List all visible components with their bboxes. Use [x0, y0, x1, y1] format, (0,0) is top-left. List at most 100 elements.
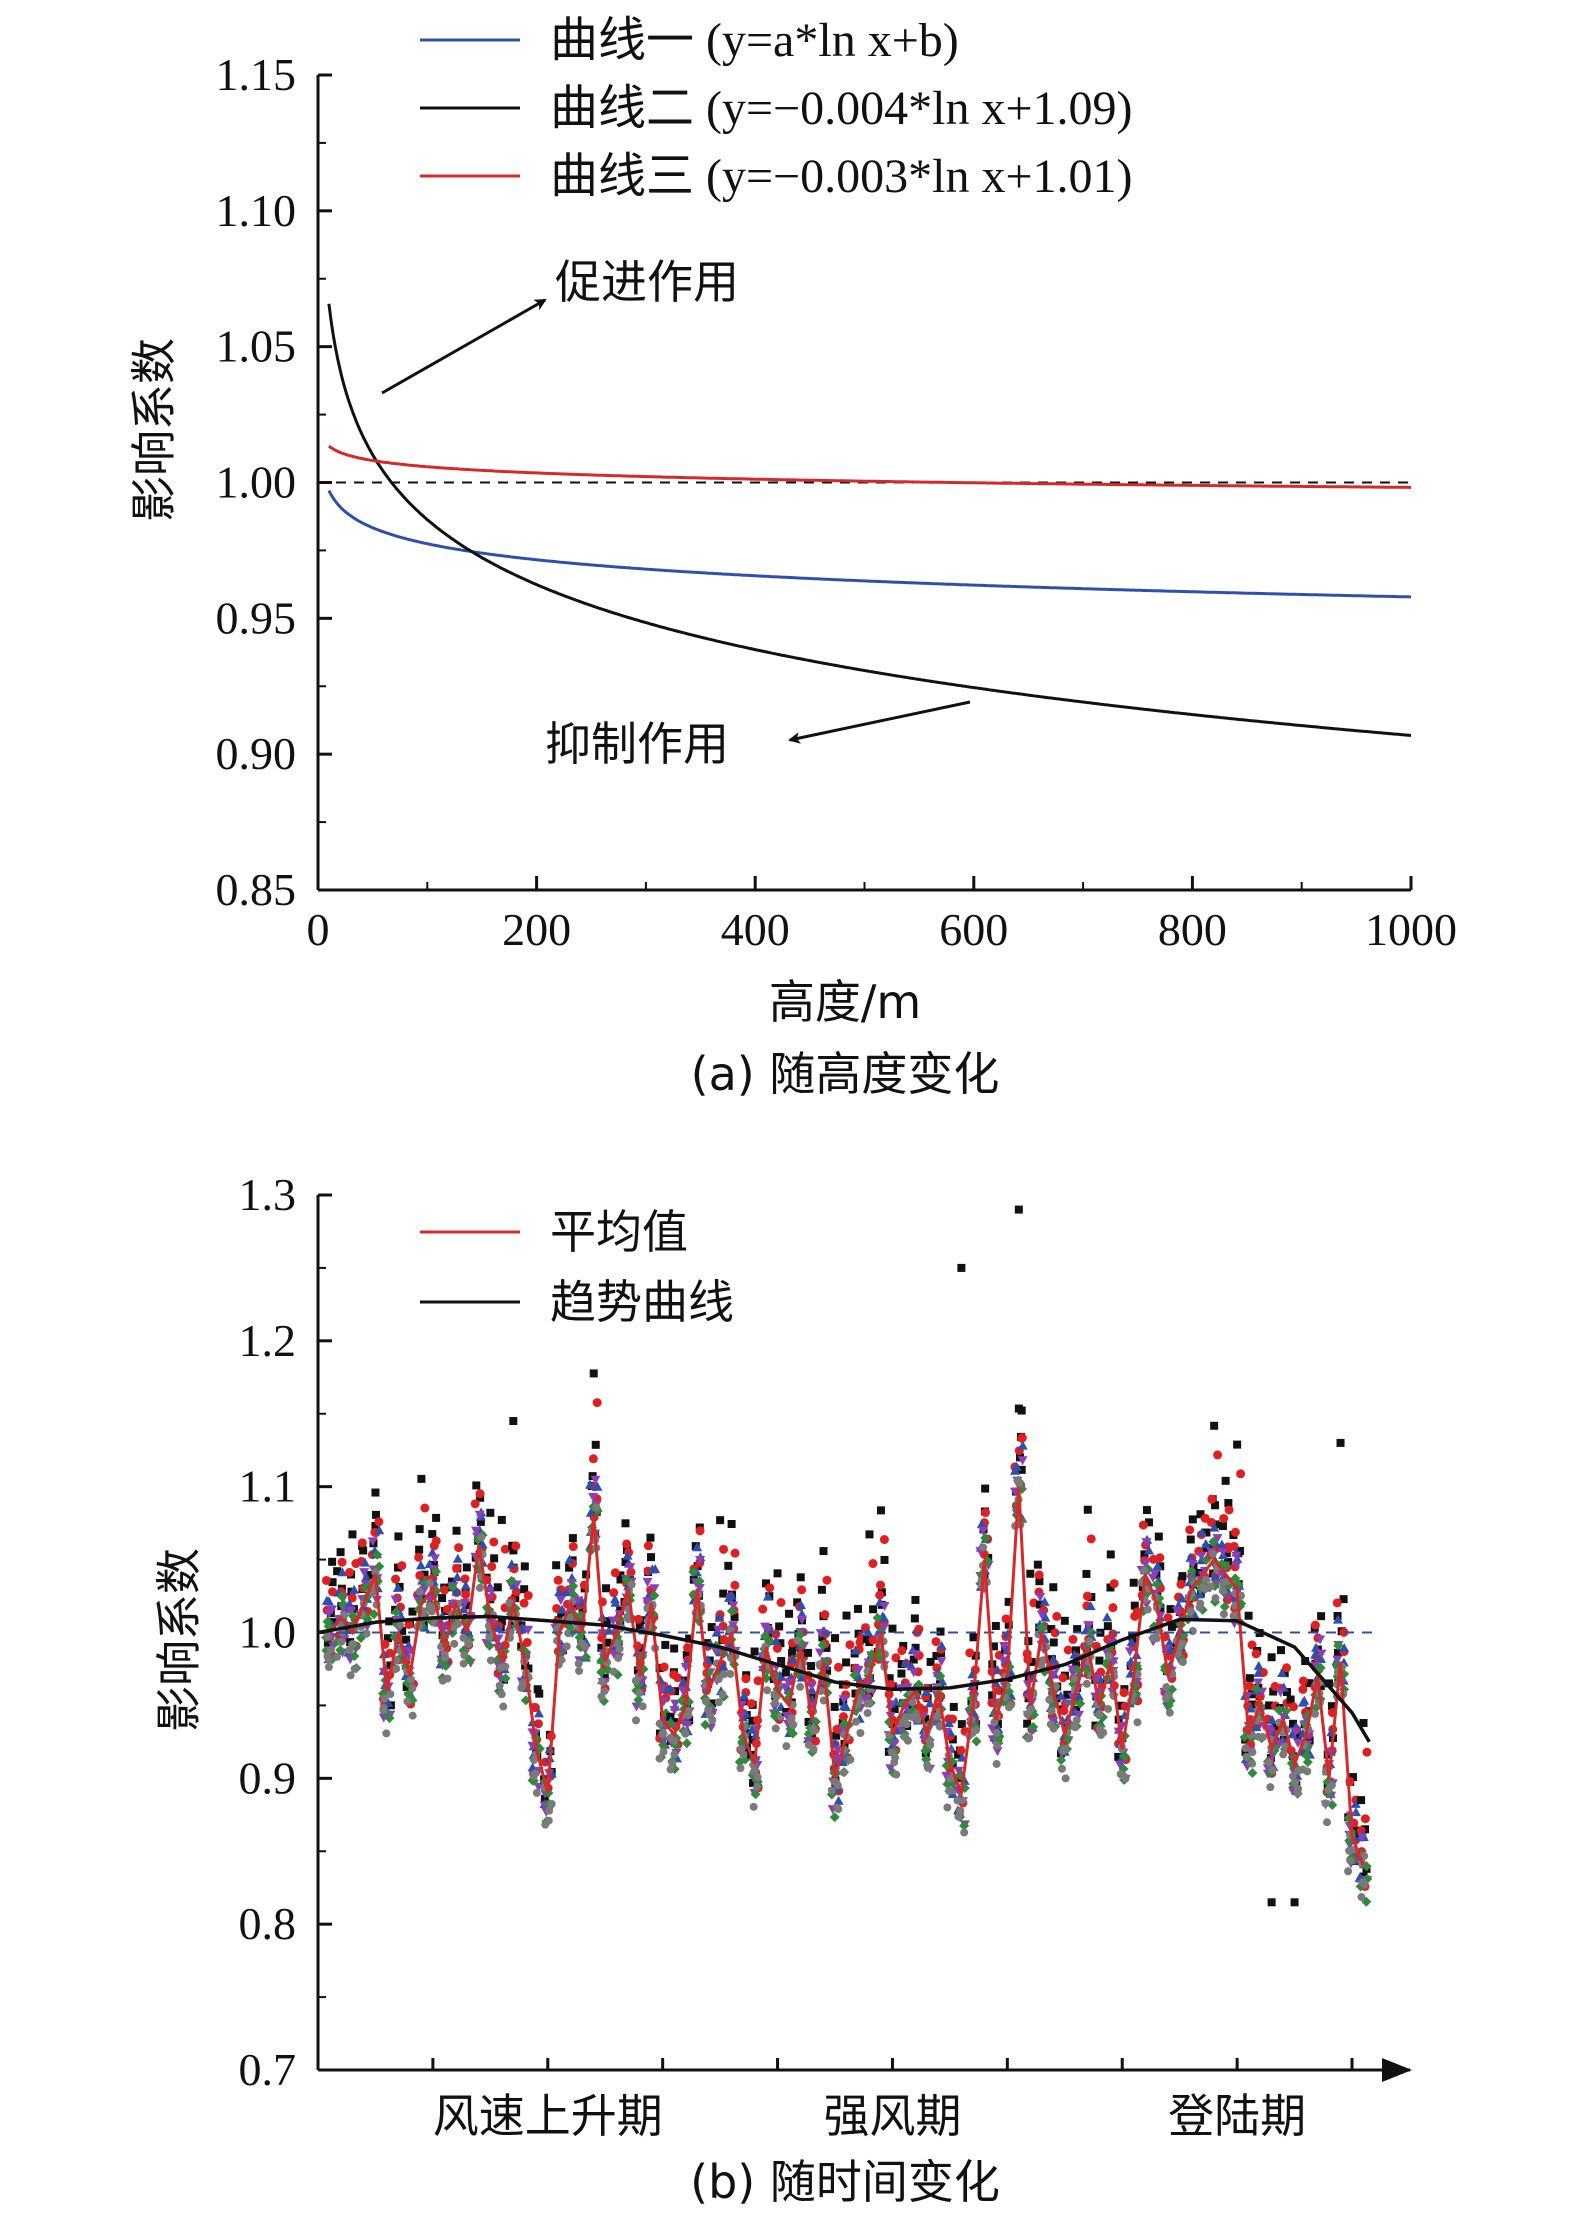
scatter-point: [532, 1788, 541, 1797]
scatter-point: [853, 1604, 862, 1613]
scatter-point: [714, 1675, 723, 1684]
scatter-point: [818, 1633, 827, 1642]
scatter-point: [1103, 1622, 1112, 1631]
scatter-point: [1063, 1645, 1073, 1655]
scatter-point: [1194, 1589, 1205, 1599]
scatter-point: [704, 1705, 713, 1714]
scatter-point: [1253, 1667, 1264, 1677]
scatter-point: [1357, 1893, 1366, 1902]
scatter-outlier: [509, 1417, 518, 1426]
scatter-point: [447, 1582, 458, 1593]
scatter-point: [511, 1587, 521, 1597]
scatter-point: [1209, 1522, 1220, 1532]
scatter-point: [727, 1519, 736, 1528]
scatter-point: [748, 1735, 757, 1744]
scatter-point: [1049, 1638, 1058, 1647]
chart-b-y-tick-label: 1.1: [239, 1461, 297, 1512]
scatter-point: [622, 1539, 632, 1549]
scatter-point: [631, 1702, 642, 1712]
scatter-point: [420, 1503, 430, 1513]
scatter-point: [661, 1640, 670, 1649]
scatter-point: [876, 1580, 886, 1590]
scatter-point: [564, 1554, 575, 1564]
scatter-point: [394, 1532, 403, 1541]
scatter-point: [1274, 1739, 1285, 1749]
scatter-point: [959, 1820, 970, 1831]
scatter-point: [460, 1574, 470, 1584]
scatter-point: [838, 1695, 849, 1705]
scatter-point: [609, 1667, 618, 1676]
scatter-point: [497, 1515, 506, 1524]
scatter-point: [1082, 1569, 1091, 1578]
scatter-point: [814, 1648, 825, 1658]
scatter-point: [545, 1806, 554, 1815]
scatter-point: [978, 1526, 989, 1536]
scatter-point: [348, 1530, 357, 1539]
scatter-point: [771, 1724, 780, 1733]
scatter-point: [719, 1544, 729, 1554]
scatter-point: [1251, 1649, 1261, 1659]
scatter-point: [659, 1662, 669, 1672]
scatter-point: [519, 1598, 529, 1608]
scatter-point: [1119, 1751, 1130, 1762]
scatter-point: [832, 1731, 841, 1740]
scatter-point: [796, 1615, 807, 1625]
scatter-point: [462, 1601, 471, 1610]
scatter-point: [348, 1640, 357, 1649]
scatter-point: [414, 1552, 424, 1562]
scatter-point: [694, 1583, 705, 1593]
scatter-point: [730, 1548, 740, 1558]
scatter-point: [610, 1597, 621, 1607]
scatter-point: [1251, 1722, 1262, 1732]
scatter-point: [900, 1658, 911, 1668]
chart-a-series-line-3: [328, 444, 1411, 489]
chart-a-caption: (a) 随高度变化: [691, 1047, 1000, 1101]
scatter-point: [1282, 1687, 1291, 1696]
scatter-point: [749, 1802, 758, 1811]
scatter-point: [1145, 1518, 1154, 1527]
scatter-point: [946, 1774, 955, 1783]
scatter-point: [807, 1662, 816, 1671]
scatter-point: [415, 1545, 424, 1554]
scatter-point: [1264, 1758, 1273, 1767]
scatter-point: [591, 1440, 600, 1449]
scatter-point: [714, 1698, 723, 1707]
scatter-point: [1277, 1668, 1288, 1678]
scatter-point: [965, 1648, 975, 1658]
mean-line: [328, 1486, 1365, 1867]
scatter-point: [615, 1644, 624, 1653]
scatter-point: [1224, 1499, 1233, 1508]
scatter-point: [328, 1557, 337, 1566]
scatter-point: [669, 1706, 680, 1716]
scatter-point: [730, 1612, 739, 1621]
scatter-point: [1047, 1706, 1056, 1715]
scatter-point: [921, 1714, 930, 1723]
scatter-point: [897, 1646, 907, 1656]
scatter-point: [1001, 1688, 1010, 1697]
scatter-point: [1085, 1601, 1096, 1611]
scatter-point: [1047, 1625, 1056, 1634]
scatter-point: [408, 1711, 417, 1720]
scatter-point: [602, 1584, 611, 1593]
scatter-point: [829, 1812, 840, 1823]
scatter-point: [1267, 1653, 1276, 1662]
scatter-point: [1152, 1634, 1161, 1643]
scatter-point: [649, 1590, 660, 1601]
scatter-point: [1267, 1714, 1278, 1724]
scatter-point: [459, 1659, 468, 1668]
scatter-point: [340, 1610, 349, 1619]
scatter-point: [1154, 1532, 1163, 1541]
scatter-point: [901, 1713, 910, 1722]
scatter-point: [1327, 1781, 1336, 1790]
scatter-point: [910, 1650, 921, 1660]
scatter-point: [817, 1585, 826, 1594]
scatter-point: [367, 1537, 378, 1547]
scatter-point: [335, 1645, 346, 1656]
scatter-point: [345, 1567, 355, 1577]
scatter-point: [987, 1724, 998, 1734]
scatter-point: [804, 1740, 813, 1749]
scatter-point: [865, 1530, 874, 1539]
chart-a-legend-label: 曲线二 (y=−0.004*ln x+1.09): [550, 82, 1133, 135]
scatter-point: [391, 1607, 402, 1618]
scatter-point: [670, 1644, 679, 1653]
